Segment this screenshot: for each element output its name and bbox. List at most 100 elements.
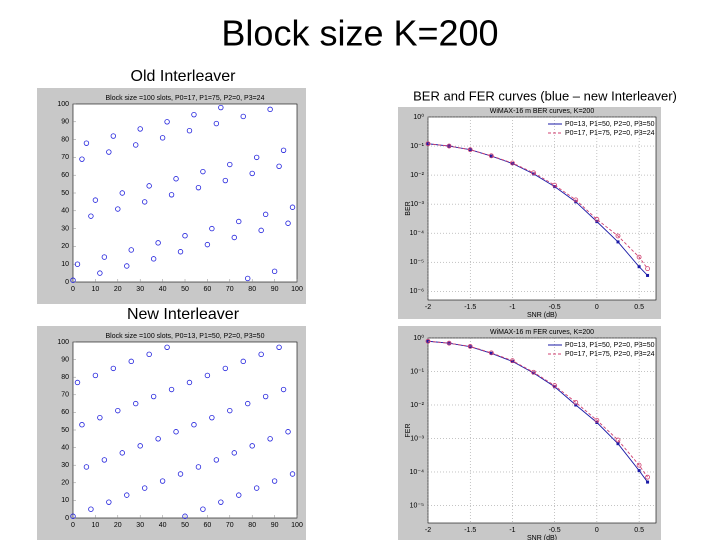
marker (552, 383, 558, 388)
marker (646, 480, 650, 484)
x-tick-label: 10 (92, 286, 100, 293)
point (209, 414, 215, 421)
point (236, 492, 242, 498)
x-tick-label: 0 (71, 522, 75, 529)
point (164, 119, 170, 125)
point (191, 422, 197, 428)
x-tick-label: -1 (509, 304, 515, 311)
point (119, 190, 125, 196)
point (74, 261, 81, 267)
point (258, 227, 264, 234)
point (236, 218, 242, 225)
x-tick-label: 20 (114, 522, 122, 529)
marker (531, 170, 536, 176)
point (240, 358, 246, 365)
y-tick-label: 50 (61, 427, 69, 434)
point (262, 393, 269, 400)
point (159, 135, 166, 141)
y-tick-label: 10⁰ (413, 113, 424, 121)
point (124, 492, 130, 498)
y-tick-label: 70 (61, 154, 69, 161)
point (101, 457, 108, 463)
marker (425, 338, 431, 344)
marker (510, 359, 514, 363)
series-line (427, 143, 648, 269)
marker (574, 403, 578, 407)
point (141, 199, 148, 205)
point (222, 177, 229, 184)
point (182, 513, 188, 519)
point (182, 233, 188, 239)
point (115, 407, 121, 414)
panel-label: Old Interleaver (131, 68, 237, 85)
marker (532, 371, 536, 375)
point (276, 344, 282, 350)
point (186, 127, 193, 134)
marker (636, 462, 642, 468)
series-line (427, 143, 648, 276)
point (83, 140, 90, 146)
point (101, 254, 108, 260)
point (106, 149, 112, 155)
y-tick-label: 50 (61, 190, 69, 197)
y-tick-label: 10⁻⁵ (410, 502, 424, 509)
x-tick-label: 80 (248, 286, 256, 293)
point (271, 268, 278, 275)
point (92, 197, 99, 203)
x-tick-label: -0.5 (549, 304, 561, 311)
x-axis-label: SNR (dB) (527, 312, 557, 319)
y-tick-label: 30 (61, 462, 69, 469)
marker (594, 417, 600, 423)
y-tick-label: 20 (61, 480, 69, 487)
point (173, 429, 179, 435)
point (168, 386, 175, 393)
series-line (427, 340, 648, 483)
point (115, 206, 121, 212)
marker (532, 172, 536, 176)
point (146, 351, 152, 358)
point (218, 499, 224, 505)
point (186, 379, 193, 386)
x-tick-label: 40 (159, 522, 167, 529)
point (258, 351, 264, 358)
point (128, 358, 134, 365)
point (245, 275, 251, 282)
marker (616, 442, 620, 446)
x-tick-label: 60 (204, 286, 212, 293)
point (88, 213, 94, 219)
point (231, 450, 237, 456)
x-tick-label: -1.5 (464, 304, 476, 311)
x-tick-label: -0.5 (549, 527, 561, 534)
x-tick-label: 80 (248, 522, 256, 529)
point (218, 104, 224, 111)
point (168, 192, 175, 198)
point (97, 270, 103, 276)
y-tick-label: 10⁻³ (410, 435, 424, 442)
y-tick-label: 70 (61, 392, 69, 399)
x-tick-label: 0.5 (634, 527, 644, 534)
marker (636, 254, 642, 260)
point (164, 344, 170, 350)
marker (489, 351, 493, 355)
point (227, 161, 233, 168)
point (70, 513, 76, 519)
point (177, 249, 184, 255)
marker (573, 399, 579, 405)
x-tick-label: 70 (226, 286, 234, 293)
y-tick-label: 100 (57, 101, 69, 108)
legend-label: P0=13, P1=50, P2=0, P3=50 (565, 342, 655, 349)
y-tick-label: 10⁻² (410, 402, 424, 409)
panel-label: BER and FER curves (blue – new Interleav… (413, 88, 677, 103)
legend-label: P0=17, P1=75, P2=0, P3=24 (565, 351, 655, 358)
marker (467, 344, 473, 349)
chart-title: Block size =100 slots, P0=13, P1=50, P2=… (106, 333, 265, 340)
marker (489, 154, 493, 158)
point (177, 471, 184, 477)
series-line (427, 340, 648, 478)
point (249, 170, 255, 177)
y-tick-label: 10⁻¹ (410, 368, 424, 375)
plot-area (72, 103, 298, 283)
marker (531, 369, 536, 375)
point (74, 379, 81, 386)
point (213, 457, 220, 463)
